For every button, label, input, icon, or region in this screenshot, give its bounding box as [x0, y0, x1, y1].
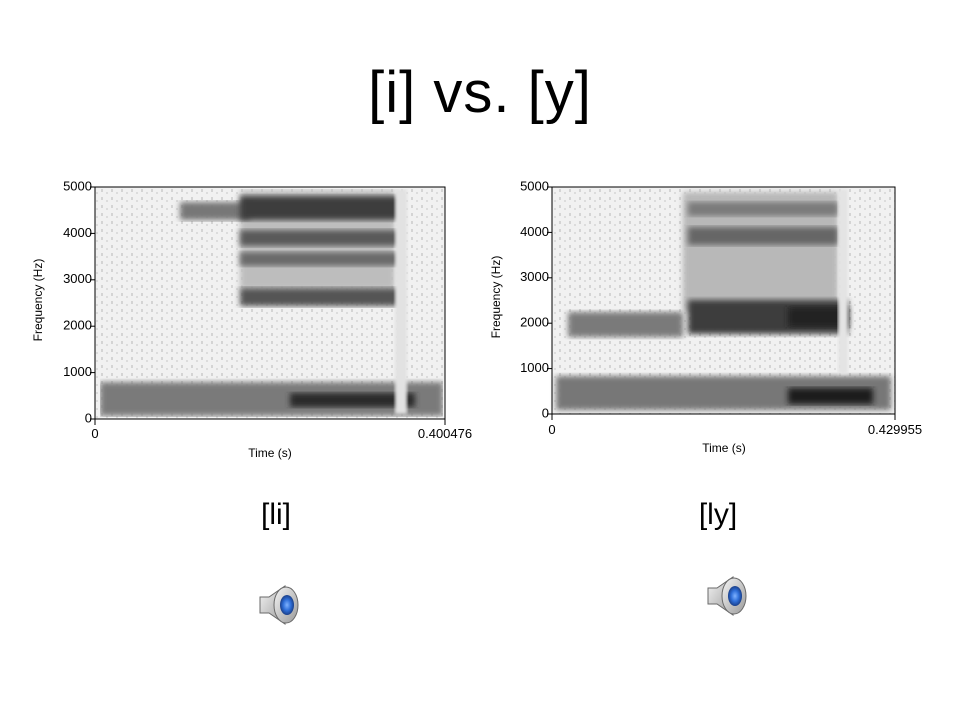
y-axis-label: Frequency (Hz): [31, 259, 45, 342]
spectrogram-li: 0 1000 2000 3000 4000 5000 0 0.400476 Ti…: [30, 172, 490, 472]
y-tick-label: 0: [85, 410, 92, 425]
caption-ly: [ly]: [698, 498, 738, 531]
spectrogram-formants: [100, 189, 443, 417]
y-tick-label: 1000: [520, 360, 549, 375]
y-axis-label: Frequency (Hz): [489, 256, 503, 339]
y-tick-label: 2000: [520, 315, 549, 330]
caption-li: [li]: [261, 498, 291, 531]
y-tick-label: 5000: [63, 178, 92, 193]
y-tick-label: 3000: [520, 269, 549, 284]
x-min-label: 0: [91, 426, 98, 441]
slide-title: [i] vs. [y]: [368, 60, 592, 125]
plot-frame: [94, 186, 446, 420]
x-max-label: 0.400476: [418, 426, 472, 441]
x-axis-label: Time (s): [248, 446, 292, 460]
speaker-icon: [707, 576, 747, 616]
y-ticks: 0 1000 2000 3000 4000 5000: [520, 178, 552, 420]
speaker-icon: [259, 585, 299, 625]
spectrogram-li-svg: 0 1000 2000 3000 4000 5000 0 0.400476 Ti…: [31, 178, 472, 460]
y-tick-label: 4000: [520, 224, 549, 239]
y-ticks: 0 1000 2000 3000 4000 5000: [63, 178, 95, 425]
y-tick-label: 5000: [520, 178, 549, 193]
play-ly-button[interactable]: [703, 573, 749, 619]
play-li-button[interactable]: [255, 582, 301, 628]
spectrogram-ly: 0 1000 2000 3000 4000 5000 0 0.429955 Ti…: [488, 172, 958, 472]
y-tick-label: 0: [542, 405, 549, 420]
spectrogram-ly-svg: 0 1000 2000 3000 4000 5000 0 0.429955 Ti…: [489, 178, 922, 455]
y-tick-label: 1000: [63, 364, 92, 379]
x-max-label: 0.429955: [868, 422, 922, 437]
plot-frame: [551, 186, 896, 415]
y-tick-label: 2000: [63, 318, 92, 333]
y-tick-label: 4000: [63, 225, 92, 240]
spectrogram-formants: [556, 189, 891, 412]
x-axis-label: Time (s): [702, 441, 746, 455]
y-tick-label: 3000: [63, 271, 92, 286]
x-min-label: 0: [548, 422, 555, 437]
